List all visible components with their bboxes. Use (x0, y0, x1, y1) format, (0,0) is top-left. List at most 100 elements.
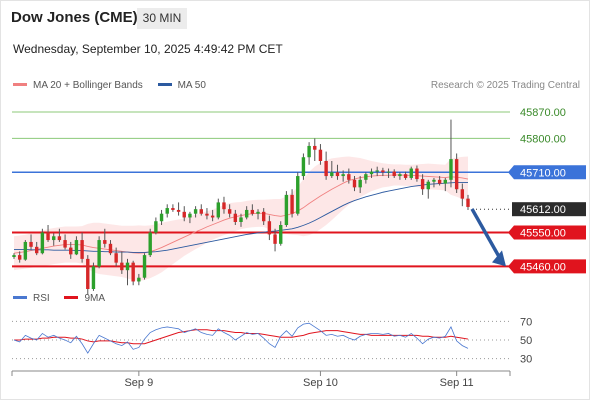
pivot-tag (508, 165, 586, 180)
timeframe-badge[interactable]: 30 MIN (137, 8, 187, 29)
candle-body (176, 209, 181, 212)
candle-body (46, 232, 50, 241)
candle-body (114, 253, 118, 263)
candle-body (330, 172, 334, 177)
candle-body (313, 145, 317, 150)
candle-body (171, 208, 175, 210)
support-tag (508, 225, 586, 240)
candle-body (69, 247, 73, 255)
candle-body (318, 149, 323, 161)
candle-body (432, 179, 436, 182)
instrument-title: Dow Jones (CME) (11, 9, 138, 26)
candle-body (437, 179, 442, 184)
ma50-swatch (157, 82, 172, 86)
candle-body (301, 157, 306, 177)
current-price-label: 45612.00 (520, 204, 566, 216)
pivot-label: 45710.00 (520, 167, 566, 179)
candle-body (52, 236, 56, 241)
support-label: 45550.00 (520, 228, 566, 240)
candle-body (415, 168, 419, 180)
credit-text: Research © 2025 Trading Central (430, 80, 580, 91)
candle-body (256, 211, 260, 214)
candle-body (29, 241, 33, 247)
candle-body (420, 179, 425, 190)
candle-body (358, 179, 362, 188)
legend-rsi: RSI (13, 293, 50, 304)
timestamp: Wednesday, September 10, 2025 4:49:42 PM… (13, 42, 283, 56)
candle-body (307, 145, 311, 158)
candle-body (454, 159, 459, 190)
candle-body (227, 209, 232, 214)
candle-body (250, 209, 255, 214)
candle-body (80, 240, 84, 259)
candle-body (381, 170, 385, 173)
candle-body (103, 240, 107, 244)
x-tick-label: Sep 11 (440, 377, 474, 389)
candle-body (182, 211, 186, 218)
candle-body (392, 171, 396, 177)
support-label: 45460.00 (520, 261, 566, 273)
support-tag (508, 259, 586, 274)
candle-body (443, 179, 448, 184)
candle-body (244, 209, 249, 218)
legend-ma20-label: MA 20 + Bollinger Bands (33, 80, 143, 91)
ma9-swatch (64, 295, 79, 299)
candle-body (188, 213, 192, 218)
legend-ma9: 9MA (64, 293, 105, 304)
candle-body (86, 258, 90, 289)
candle-body (352, 179, 357, 188)
projection-arrow-shaft (470, 208, 502, 260)
candle-body (290, 194, 294, 214)
candle-body (57, 236, 62, 241)
candle-body (199, 209, 203, 214)
candle-body (341, 174, 345, 177)
candle-body (364, 174, 368, 180)
x-tick-label: Sep 10 (303, 377, 338, 389)
candle-body (449, 159, 453, 180)
candle-body (261, 211, 266, 222)
candle-body (267, 221, 272, 235)
resistance-label: 45800.00 (520, 133, 566, 145)
candle-body (23, 241, 28, 260)
legend-ma50: MA 50 (157, 80, 206, 91)
candle-body (426, 181, 430, 190)
candle-body (386, 171, 391, 173)
candle-body (142, 255, 147, 278)
candle-body (125, 262, 130, 271)
candle-body (165, 208, 169, 214)
ma20-swatch (13, 82, 27, 86)
candle-body (63, 240, 67, 248)
resistance-label: 45870.00 (520, 107, 566, 119)
legend-ma50-label: MA 50 (177, 80, 206, 91)
candle-body (409, 168, 413, 178)
candle-body (284, 194, 289, 225)
rsi-tick-label: 50 (520, 335, 532, 347)
candle-body (205, 213, 209, 216)
x-tick-label: Sep 9 (124, 377, 153, 389)
candle-body (403, 174, 408, 178)
candle-body (193, 209, 198, 214)
candle-body (375, 170, 379, 172)
ma50-line (14, 182, 468, 253)
projection-arrow-head (492, 250, 506, 267)
rsi-tick-label: 30 (520, 354, 532, 366)
candle-body (273, 234, 277, 244)
candle-body (460, 189, 465, 199)
rsi-line (13, 322, 469, 354)
rsi-legend: RSI 9MA (13, 293, 117, 304)
candle-body (137, 277, 141, 282)
candle-body (210, 215, 215, 218)
candle-body (17, 255, 22, 260)
candle-body (91, 266, 96, 289)
rsi-swatch (13, 295, 27, 299)
candle-body (40, 232, 45, 254)
current-price-tag (512, 202, 586, 217)
candle-body (154, 221, 158, 233)
price-legend: MA 20 + Bollinger Bands MA 50 (13, 80, 218, 91)
legend-ma9-label: 9MA (84, 293, 106, 304)
candle-body (239, 217, 243, 222)
candle-body (296, 176, 300, 214)
candle-body (466, 198, 470, 207)
legend-ma20: MA 20 + Bollinger Bands (13, 80, 143, 91)
